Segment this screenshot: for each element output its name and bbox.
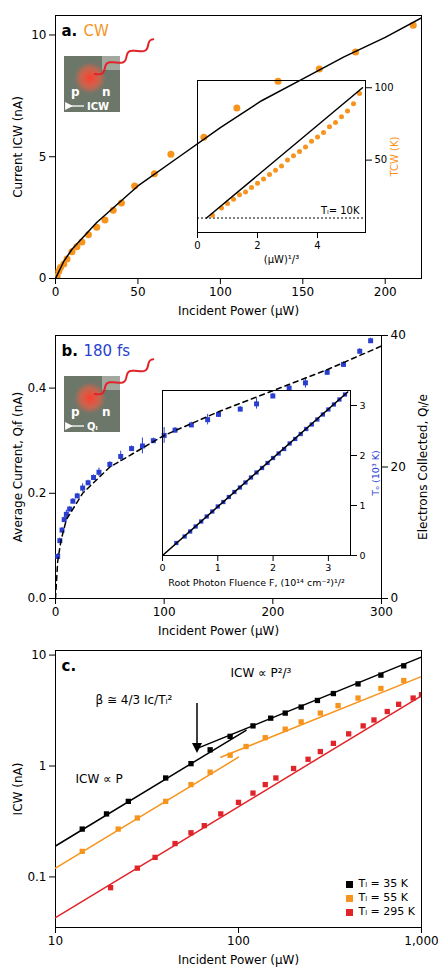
svg-text:ICW ∝ P: ICW ∝ P: [76, 772, 123, 786]
html-text:Tₗ = 35 K: Tₗ = 35 K: [358, 877, 408, 890]
svg-text:0.4: 0.4: [27, 381, 46, 395]
svg-text:Tₒ (10³ K): Tₒ (10³ K): [370, 450, 381, 496]
svg-text:20: 20: [391, 460, 406, 474]
svg-text:Incident Power (µW): Incident Power (µW): [178, 304, 299, 318]
svg-text:2: 2: [270, 562, 276, 573]
svg-text:TCW (K): TCW (K): [389, 136, 400, 177]
svg-text:Average Current, Qₗf (nA): Average Current, Qₗf (nA): [11, 392, 25, 542]
svg-text:50: 50: [130, 285, 145, 299]
svg-text:0: 0: [360, 550, 366, 561]
svg-text:4: 4: [314, 240, 320, 251]
svg-text:0.0: 0.0: [27, 591, 46, 605]
html-text:Tₗ = 55 K: Tₗ = 55 K: [358, 891, 408, 904]
svg-text:300: 300: [370, 605, 393, 619]
svg-text:ICW (nA): ICW (nA): [11, 763, 25, 816]
svg-text:1: 1: [39, 759, 47, 773]
svg-text:0.1: 0.1: [27, 870, 46, 884]
svg-text:0: 0: [194, 240, 200, 251]
svg-text:3: 3: [360, 400, 366, 411]
svg-text:Incident Power (µW): Incident Power (µW): [178, 953, 299, 967]
svg-text:100: 100: [375, 82, 394, 93]
svg-text:p: p: [71, 85, 80, 99]
svg-text:c.: c.: [62, 657, 77, 675]
svg-text:100: 100: [227, 934, 250, 948]
svg-text:Tₗ= 10K: Tₗ= 10K: [320, 205, 360, 216]
svg-text:Current ICW (nA): Current ICW (nA): [11, 96, 25, 198]
svg-text:2: 2: [360, 450, 366, 461]
svg-text:Qₗ: Qₗ: [87, 421, 98, 432]
svg-text:200: 200: [261, 605, 284, 619]
svg-text:Incident Power (µW): Incident Power (µW): [158, 624, 279, 638]
svg-text:180 fs: 180 fs: [84, 342, 131, 360]
svg-text:1: 1: [360, 500, 366, 511]
svg-text:10: 10: [31, 28, 46, 42]
svg-text:b.: b.: [62, 342, 78, 360]
svg-text:Electrons Collected, Qₗ/e: Electrons Collected, Qₗ/e: [416, 394, 430, 540]
svg-text:0: 0: [159, 562, 165, 573]
svg-text:0: 0: [52, 285, 60, 299]
svg-text:a.: a.: [62, 22, 78, 40]
svg-text:CW: CW: [84, 22, 109, 40]
svg-text:β ≅ 4/3 Ic/Tₗ²: β ≅ 4/3 Ic/Tₗ²: [96, 693, 173, 707]
svg-text:Root Photon Fluence F, (10¹⁴ c: Root Photon Fluence F, (10¹⁴ cm⁻²)¹/²: [168, 577, 345, 588]
svg-text:0: 0: [39, 271, 47, 285]
svg-text:(µW)¹/³: (µW)¹/³: [264, 254, 299, 265]
svg-text:50: 50: [375, 154, 388, 165]
svg-text:10: 10: [48, 934, 63, 948]
svg-text:40: 40: [391, 328, 406, 342]
svg-text:10: 10: [31, 648, 46, 662]
svg-text:n: n: [102, 405, 111, 419]
svg-text:2: 2: [254, 240, 260, 251]
svg-text:1: 1: [215, 562, 221, 573]
svg-text:0: 0: [391, 591, 399, 605]
svg-text:1,000: 1,000: [404, 934, 438, 948]
svg-text:100: 100: [153, 605, 176, 619]
svg-text:ICW: ICW: [87, 101, 109, 112]
svg-text:200: 200: [374, 285, 397, 299]
html-text:Tₗ = 295 K: Tₗ = 295 K: [358, 905, 415, 918]
svg-text:p: p: [71, 405, 80, 419]
svg-text:5: 5: [39, 150, 47, 164]
svg-text:100: 100: [209, 285, 232, 299]
svg-text:ICW ∝ P²/³: ICW ∝ P²/³: [231, 666, 292, 680]
svg-text:150: 150: [291, 285, 314, 299]
svg-text:3: 3: [325, 562, 331, 573]
svg-text:n: n: [102, 85, 111, 99]
svg-text:0: 0: [52, 605, 60, 619]
svg-text:0.2: 0.2: [27, 486, 46, 500]
